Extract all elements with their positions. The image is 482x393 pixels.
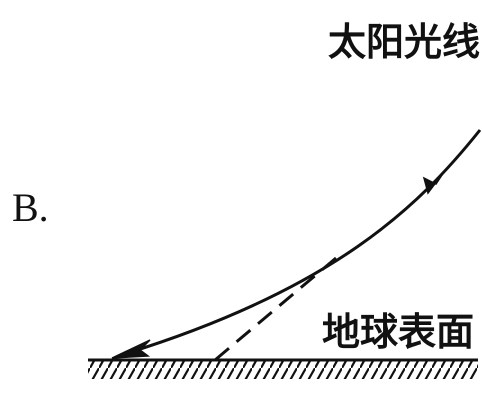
arrowhead-icon <box>111 339 151 359</box>
ground-hatch-icon <box>88 361 478 379</box>
earth-surface-label: 地球表面 <box>322 310 475 354</box>
option-label: B. <box>12 185 49 230</box>
arrowhead-icon <box>422 168 447 195</box>
curved-sunlight-ray <box>117 129 482 358</box>
sunlight-label: 太阳光线 <box>328 20 481 64</box>
